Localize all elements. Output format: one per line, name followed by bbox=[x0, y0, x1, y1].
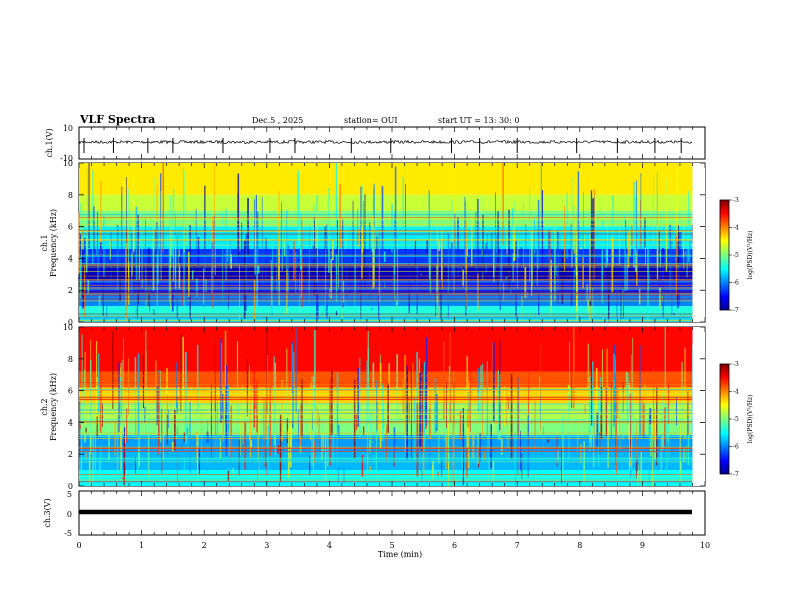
spectrogram-band bbox=[79, 403, 693, 420]
ch1-ytick-bottom: -10 bbox=[60, 154, 73, 163]
ch1-colorbar-label: log(PSD)(V²/Hz) bbox=[747, 231, 754, 280]
spectrogram-band bbox=[79, 371, 693, 388]
ytick-label: 8 bbox=[68, 191, 73, 200]
figure-title: VLF Spectra bbox=[79, 113, 155, 126]
ch3-waveform-ylabel: ch.3(V) bbox=[43, 498, 52, 527]
ytick-label: 10 bbox=[63, 159, 73, 168]
ytick-label: 4 bbox=[68, 418, 73, 427]
colorbar-tick-label: -4 bbox=[733, 225, 739, 232]
xtick-label: 1 bbox=[139, 541, 144, 550]
xtick-label: 4 bbox=[327, 541, 332, 550]
ch2-channel-label: ch.2 bbox=[40, 398, 49, 415]
colorbar-tick-label: -7 bbox=[733, 471, 739, 478]
ch1-colorbar-ticks: -3 -4 -5 -6 -7 bbox=[729, 197, 739, 314]
xtick-label: 10 bbox=[700, 541, 710, 550]
ytick-label: 2 bbox=[68, 286, 73, 295]
ytick-label: 8 bbox=[68, 355, 73, 364]
ch3-ytick-top: 5 bbox=[67, 490, 72, 499]
ch2-colorbar-label: log(PSD)(V²/Hz) bbox=[747, 395, 754, 444]
ch1-waveform-frame bbox=[78, 126, 706, 160]
xtick-label: 0 bbox=[76, 541, 81, 550]
colorbar-tick-label: -6 bbox=[733, 280, 739, 287]
ytick-label: 2 bbox=[68, 450, 73, 459]
header-date: Dec.5 , 2025 bbox=[252, 116, 303, 125]
ytick-label: 4 bbox=[68, 254, 73, 263]
ch1-ytick-top: 10 bbox=[63, 124, 73, 133]
time-axis-label: Time (min) bbox=[378, 550, 422, 559]
ch1-spectrogram-ylabel: Frequency (kHz) bbox=[49, 209, 58, 277]
ch1-colorbar bbox=[719, 199, 730, 311]
colorbar-tick-label: -4 bbox=[733, 389, 739, 396]
ch1-waveform-noise bbox=[78, 139, 693, 145]
colorbar-tick-label: -7 bbox=[733, 307, 739, 314]
spectrogram-nodata bbox=[692, 327, 705, 486]
colorbar-tick-label: -5 bbox=[733, 252, 739, 259]
spectrogram-band bbox=[79, 470, 693, 486]
ch1-spectrogram-yticks: 0 2 4 6 8 10 bbox=[63, 159, 705, 327]
time-axis-ticks: 0 1 2 3 4 5 6 7 8 9 10 bbox=[76, 127, 710, 550]
xtick-label: 5 bbox=[389, 541, 394, 550]
colorbar-tick-label: -6 bbox=[733, 444, 739, 451]
ch2-colorbar-ticks: -3 -4 -5 -6 -7 bbox=[729, 361, 739, 478]
ch3-waveform-panel: 5 0 -5 ch.3(V) bbox=[43, 490, 706, 538]
spectrogram-nodata bbox=[692, 163, 705, 322]
ch3-ytick-bottom: -5 bbox=[64, 529, 72, 538]
xtick-label: 3 bbox=[264, 541, 269, 550]
colorbar-tick-label: -3 bbox=[733, 197, 739, 204]
spectrogram-band bbox=[79, 306, 693, 316]
xtick-label: 7 bbox=[515, 541, 520, 550]
spectrogram-band bbox=[79, 327, 693, 372]
ch2-spectrogram-ylabel: Frequency (kHz) bbox=[49, 373, 58, 441]
ch1-waveform-trace bbox=[78, 138, 693, 153]
ch2-colorbar bbox=[719, 363, 730, 475]
xtick-label: 6 bbox=[452, 541, 457, 550]
xtick-label: 2 bbox=[202, 541, 207, 550]
header-station: station= OUI bbox=[344, 116, 398, 125]
ch3-ytick-mid: 0 bbox=[67, 510, 72, 519]
header-start-time: start UT = 13: 30: 0 bbox=[438, 116, 519, 125]
ch2-spectrogram-yticks: 0 2 4 6 8 10 bbox=[63, 323, 705, 491]
spectrogram-band bbox=[79, 163, 693, 195]
ch1-channel-label: ch.1 bbox=[40, 234, 49, 251]
ytick-label: 10 bbox=[63, 323, 73, 332]
colorbar-tick-label: -3 bbox=[733, 361, 739, 368]
ytick-label: 0 bbox=[68, 318, 73, 327]
xtick-label: 9 bbox=[640, 541, 645, 550]
colorbar-tick-label: -5 bbox=[733, 416, 739, 423]
ch2-spectrogram-image bbox=[79, 327, 705, 486]
ytick-label: 6 bbox=[68, 387, 73, 396]
ytick-label: 0 bbox=[68, 482, 73, 491]
xtick-label: 8 bbox=[577, 541, 582, 550]
ytick-label: 6 bbox=[68, 223, 73, 232]
ch1-spectrogram-image bbox=[78, 163, 705, 322]
ch1-waveform-ylabel: ch.1(V) bbox=[45, 128, 54, 157]
ch1-waveform-panel: 10 -10 ch.1(V) bbox=[45, 124, 706, 163]
